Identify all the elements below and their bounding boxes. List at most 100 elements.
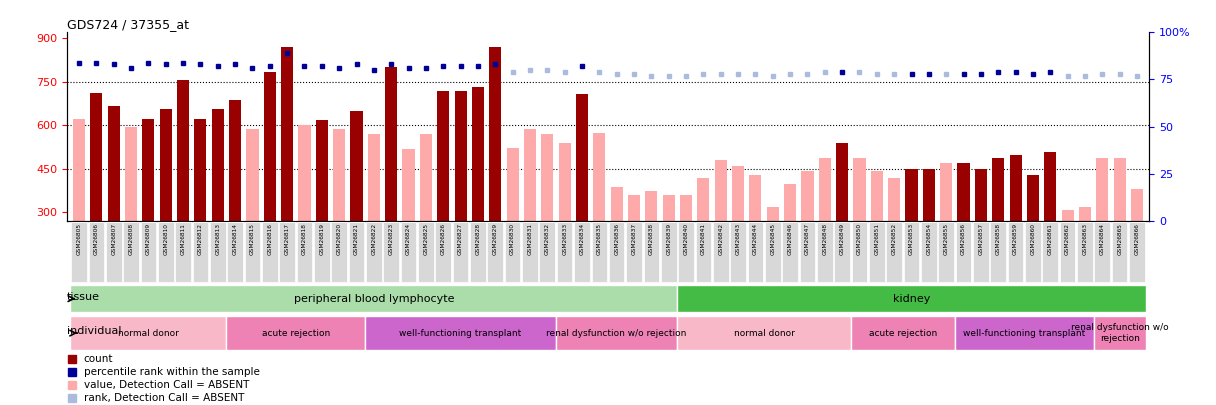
FancyBboxPatch shape <box>280 222 295 282</box>
FancyBboxPatch shape <box>1111 222 1127 282</box>
Text: kidney: kidney <box>893 294 930 304</box>
FancyBboxPatch shape <box>71 285 677 312</box>
Text: GDS724 / 37355_at: GDS724 / 37355_at <box>67 18 188 31</box>
FancyBboxPatch shape <box>314 222 330 282</box>
FancyBboxPatch shape <box>574 222 590 282</box>
FancyBboxPatch shape <box>748 222 764 282</box>
Text: GSM26812: GSM26812 <box>198 223 203 255</box>
FancyBboxPatch shape <box>765 222 781 282</box>
FancyBboxPatch shape <box>89 222 105 282</box>
Bar <box>627 195 640 221</box>
FancyBboxPatch shape <box>609 222 625 282</box>
Text: GSM26863: GSM26863 <box>1082 223 1087 255</box>
Text: GSM26834: GSM26834 <box>580 223 585 256</box>
Text: GSM26805: GSM26805 <box>77 223 81 256</box>
FancyBboxPatch shape <box>210 222 226 282</box>
Text: well-functioning transplant: well-functioning transplant <box>399 328 522 338</box>
Bar <box>784 183 796 221</box>
FancyBboxPatch shape <box>72 222 86 282</box>
FancyBboxPatch shape <box>1008 222 1024 282</box>
FancyBboxPatch shape <box>731 222 745 282</box>
Bar <box>975 169 987 221</box>
Bar <box>749 175 761 221</box>
Text: rank, Detection Call = ABSENT: rank, Detection Call = ABSENT <box>84 393 244 403</box>
Text: GSM26851: GSM26851 <box>874 223 879 255</box>
FancyBboxPatch shape <box>488 222 503 282</box>
Text: GSM26865: GSM26865 <box>1118 223 1122 255</box>
FancyBboxPatch shape <box>591 222 607 282</box>
Text: GSM26814: GSM26814 <box>232 223 237 255</box>
FancyBboxPatch shape <box>175 222 191 282</box>
Text: GSM26858: GSM26858 <box>996 223 1001 256</box>
FancyBboxPatch shape <box>261 222 277 282</box>
Bar <box>472 87 484 221</box>
FancyBboxPatch shape <box>366 222 382 282</box>
FancyBboxPatch shape <box>297 222 313 282</box>
FancyBboxPatch shape <box>332 222 347 282</box>
Text: GSM26810: GSM26810 <box>163 223 168 255</box>
FancyBboxPatch shape <box>158 222 174 282</box>
FancyBboxPatch shape <box>226 316 365 350</box>
FancyBboxPatch shape <box>557 222 573 282</box>
Text: GSM26852: GSM26852 <box>891 223 896 256</box>
Text: GSM26811: GSM26811 <box>181 223 186 255</box>
Bar <box>333 129 345 221</box>
FancyBboxPatch shape <box>522 222 537 282</box>
Bar <box>558 143 570 221</box>
FancyBboxPatch shape <box>1025 222 1041 282</box>
Bar <box>73 119 85 221</box>
Text: GSM26821: GSM26821 <box>354 223 359 255</box>
Text: GSM26806: GSM26806 <box>94 223 98 255</box>
FancyBboxPatch shape <box>990 222 1006 282</box>
Text: GSM26853: GSM26853 <box>910 223 914 256</box>
Text: well-functioning transplant: well-functioning transplant <box>963 328 1086 338</box>
Bar <box>212 109 224 221</box>
Text: GSM26827: GSM26827 <box>458 223 463 256</box>
Text: GSM26809: GSM26809 <box>146 223 151 256</box>
FancyBboxPatch shape <box>713 222 728 282</box>
Text: GSM26860: GSM26860 <box>1030 223 1035 255</box>
Text: GSM26825: GSM26825 <box>423 223 428 256</box>
FancyBboxPatch shape <box>626 222 642 282</box>
FancyBboxPatch shape <box>505 222 520 282</box>
FancyBboxPatch shape <box>800 222 815 282</box>
Bar <box>420 134 432 221</box>
Text: GSM26831: GSM26831 <box>528 223 533 255</box>
Text: GSM26859: GSM26859 <box>1013 223 1018 256</box>
FancyBboxPatch shape <box>679 222 694 282</box>
Bar <box>593 133 606 221</box>
FancyBboxPatch shape <box>973 222 989 282</box>
Text: GSM26866: GSM26866 <box>1135 223 1139 255</box>
Bar <box>1009 155 1021 221</box>
Bar <box>923 169 935 221</box>
Text: GSM26840: GSM26840 <box>683 223 688 256</box>
Text: GSM26832: GSM26832 <box>545 223 550 256</box>
Text: renal dysfunction w/o
rejection: renal dysfunction w/o rejection <box>1071 324 1169 343</box>
Text: normal donor: normal donor <box>733 328 794 338</box>
Bar <box>264 72 276 221</box>
Bar <box>871 171 883 221</box>
Text: GSM26808: GSM26808 <box>129 223 134 256</box>
Text: GSM26841: GSM26841 <box>700 223 706 255</box>
Bar <box>906 169 918 221</box>
FancyBboxPatch shape <box>696 222 711 282</box>
Text: GSM26820: GSM26820 <box>337 223 342 256</box>
Bar <box>142 119 154 221</box>
Bar <box>455 91 467 221</box>
Text: percentile rank within the sample: percentile rank within the sample <box>84 367 259 377</box>
FancyBboxPatch shape <box>106 222 122 282</box>
Text: individual: individual <box>67 326 122 336</box>
Bar <box>350 111 362 221</box>
FancyBboxPatch shape <box>677 285 1145 312</box>
Bar <box>1062 210 1074 221</box>
Text: GSM26833: GSM26833 <box>562 223 567 256</box>
Bar <box>402 149 415 221</box>
FancyBboxPatch shape <box>903 222 919 282</box>
Text: GSM26854: GSM26854 <box>927 223 931 256</box>
FancyBboxPatch shape <box>817 222 833 282</box>
Text: GSM26845: GSM26845 <box>770 223 776 256</box>
Text: GSM26836: GSM26836 <box>614 223 619 255</box>
Text: count: count <box>84 354 113 364</box>
Bar <box>195 119 207 221</box>
Text: GSM26842: GSM26842 <box>719 223 724 256</box>
